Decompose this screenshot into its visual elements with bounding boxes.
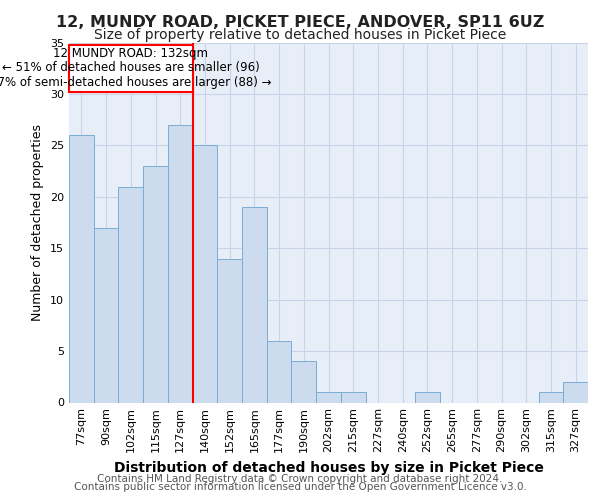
Bar	[217, 258, 242, 402]
Bar	[193, 146, 217, 402]
Bar	[341, 392, 365, 402]
Text: 47% of semi-detached houses are larger (88) →: 47% of semi-detached houses are larger (…	[0, 76, 272, 89]
Y-axis label: Number of detached properties: Number of detached properties	[31, 124, 44, 321]
Text: Contains public sector information licensed under the Open Government Licence v3: Contains public sector information licen…	[74, 482, 526, 492]
Bar	[539, 392, 563, 402]
Bar	[242, 207, 267, 402]
Text: ← 51% of detached houses are smaller (96): ← 51% of detached houses are smaller (96…	[2, 62, 260, 74]
FancyBboxPatch shape	[69, 44, 193, 92]
Bar	[118, 186, 143, 402]
Bar	[267, 341, 292, 402]
Bar	[316, 392, 341, 402]
Bar	[94, 228, 118, 402]
Text: 12, MUNDY ROAD, PICKET PIECE, ANDOVER, SP11 6UZ: 12, MUNDY ROAD, PICKET PIECE, ANDOVER, S…	[56, 15, 544, 30]
X-axis label: Distribution of detached houses by size in Picket Piece: Distribution of detached houses by size …	[113, 461, 544, 475]
Bar	[415, 392, 440, 402]
Bar	[292, 362, 316, 403]
Bar	[563, 382, 588, 402]
Text: Contains HM Land Registry data © Crown copyright and database right 2024.: Contains HM Land Registry data © Crown c…	[97, 474, 503, 484]
Text: 12 MUNDY ROAD: 132sqm: 12 MUNDY ROAD: 132sqm	[53, 47, 208, 60]
Bar	[168, 125, 193, 402]
Text: Size of property relative to detached houses in Picket Piece: Size of property relative to detached ho…	[94, 28, 506, 42]
Bar	[69, 135, 94, 402]
Bar	[143, 166, 168, 402]
